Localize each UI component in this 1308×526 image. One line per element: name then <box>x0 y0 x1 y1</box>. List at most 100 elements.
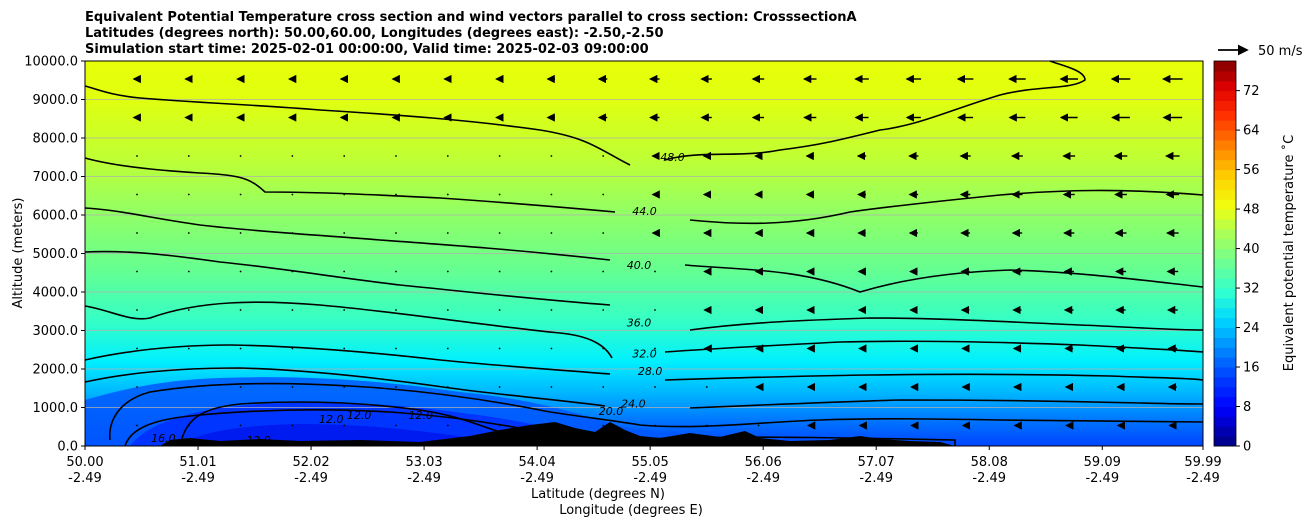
wind-vector <box>498 386 501 388</box>
wind-reference-label: 50 m/s <box>1258 44 1303 59</box>
colorbar-label: Equivalent potential temperature ˚C <box>1281 135 1297 371</box>
wind-vector <box>705 386 708 388</box>
colorbar-bin <box>1214 100 1236 111</box>
colorbar-bin <box>1214 149 1236 161</box>
colorbar-bin <box>1214 396 1236 408</box>
wind-vector <box>602 155 605 157</box>
wind-vector <box>498 309 501 311</box>
wind-vector <box>654 347 656 350</box>
colorbar-tick-label: 40 <box>1243 242 1260 257</box>
x-tick-lat: 55.05 <box>632 455 669 470</box>
wind-vector <box>136 386 138 388</box>
wind-vector <box>654 309 656 311</box>
contour-label: 16.0 <box>151 432 176 445</box>
wind-vector <box>395 270 397 273</box>
contour-label: 24.0 <box>621 398 646 411</box>
wind-vector <box>291 309 294 311</box>
wind-vector <box>395 424 397 427</box>
wind-vector <box>498 232 501 234</box>
x-tick-lon: -2.49 <box>746 471 780 486</box>
contour-label: 32.0 <box>632 347 657 360</box>
wind-vector <box>446 232 449 234</box>
contour-label: 12.0 <box>347 409 372 422</box>
colorbar-tick-label: 16 <box>1243 361 1260 376</box>
wind-vector <box>136 193 138 196</box>
contour-40 <box>84 207 611 261</box>
x-tick-lon: -2.49 <box>181 471 215 486</box>
x-axis-label-lat: Latitude (degrees N) <box>531 487 665 502</box>
wind-vector <box>602 309 605 311</box>
contour-24-right <box>689 399 1204 409</box>
wind-vector <box>395 155 397 157</box>
wind-vector <box>446 193 449 196</box>
y-tick-label: 9000.0 <box>33 93 79 108</box>
colorbar-bin <box>1214 110 1236 121</box>
wind-vector <box>136 270 138 273</box>
wind-vector <box>498 155 501 157</box>
colorbar-bin <box>1214 337 1236 348</box>
wind-vector <box>550 424 553 427</box>
wind-vector <box>187 386 190 388</box>
colorbar-bin <box>1214 120 1236 131</box>
contour-20 <box>109 382 1204 441</box>
wind-vector <box>395 232 397 234</box>
wind-vector <box>395 347 397 350</box>
colorbar-bin <box>1214 248 1236 259</box>
colorbar-bin <box>1214 179 1236 190</box>
colorbar-bin <box>1214 61 1236 72</box>
colorbar-tick-label: 72 <box>1243 84 1260 99</box>
colorbar-bin <box>1214 70 1236 82</box>
wind-vector <box>446 386 449 388</box>
contour-label: 12.0 <box>319 413 344 426</box>
contour-32-right <box>664 340 1204 353</box>
wind-vector <box>343 270 346 273</box>
wind-vector <box>187 424 190 427</box>
wind-vector <box>239 155 242 157</box>
wind-vector <box>446 155 449 157</box>
contour-label-layer: 48.0 44.0 40.0 36.0 32.0 28.0 24.020.0 16.0 12.0… <box>151 151 685 447</box>
x-tick-lon: -2.49 <box>520 471 554 486</box>
colorbar-bin <box>1214 90 1236 101</box>
x-tick-lon: -2.49 <box>1085 471 1119 486</box>
y-tick-label: 4000.0 <box>33 286 79 301</box>
contour-28-right <box>664 373 1204 381</box>
colorbar-bin <box>1214 317 1236 329</box>
x-tick-lat: 58.08 <box>971 455 1008 470</box>
contour-48 <box>84 85 631 166</box>
wind-vector <box>136 424 138 427</box>
contour-36-right <box>689 317 1204 331</box>
contour-44-right <box>689 189 1204 225</box>
wind-vector <box>550 232 553 234</box>
colorbar-bin <box>1214 327 1236 338</box>
wind-vector <box>550 309 553 311</box>
contour-24 <box>84 367 606 407</box>
wind-vector <box>239 193 242 196</box>
x-tick-lat: 56.06 <box>745 455 782 470</box>
wind-vector <box>343 232 346 234</box>
wind-vector <box>654 424 656 427</box>
contour-label: 12.0 <box>246 434 271 447</box>
wind-vector <box>550 386 553 388</box>
wind-vector <box>343 155 346 157</box>
contour-28 <box>84 344 611 375</box>
colorbar-tick-label: 56 <box>1243 163 1260 178</box>
y-axis-label: Altitude (meters) <box>11 198 26 309</box>
wind-vector <box>239 309 242 311</box>
colorbar-tick-label: 32 <box>1243 282 1260 297</box>
wind-vector <box>654 386 656 388</box>
colorbar-bin <box>1214 347 1236 358</box>
x-tick-lat: 50.00 <box>66 455 103 470</box>
wind-vector <box>498 347 501 350</box>
colorbar-bin <box>1214 169 1236 180</box>
wind-vector <box>343 424 346 427</box>
wind-vector <box>757 424 760 427</box>
wind-vector <box>395 193 397 196</box>
x-tick-lat: 51.01 <box>179 455 216 470</box>
wind-vector <box>239 424 242 427</box>
wind-vector <box>291 232 294 234</box>
wind-vector <box>602 347 605 350</box>
colorbar-bin <box>1214 367 1236 378</box>
wind-vector <box>654 270 656 273</box>
colorbar-tick-label: 64 <box>1243 124 1260 139</box>
